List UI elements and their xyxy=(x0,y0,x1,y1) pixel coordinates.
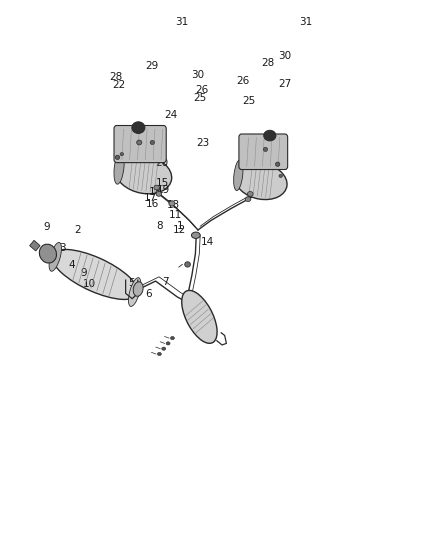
Text: 22: 22 xyxy=(148,156,162,165)
Ellipse shape xyxy=(150,140,155,144)
Ellipse shape xyxy=(157,352,161,356)
Text: 26: 26 xyxy=(237,76,250,86)
Text: 11: 11 xyxy=(169,209,182,220)
Text: 10: 10 xyxy=(83,279,96,289)
Ellipse shape xyxy=(133,282,143,296)
Text: 2: 2 xyxy=(74,225,81,235)
Ellipse shape xyxy=(137,140,142,145)
Text: 20: 20 xyxy=(155,158,168,167)
Text: 27: 27 xyxy=(279,78,292,88)
Text: 6: 6 xyxy=(145,288,152,298)
Text: 8: 8 xyxy=(156,221,162,231)
Text: 31: 31 xyxy=(300,17,313,27)
Text: 5: 5 xyxy=(129,278,135,288)
Ellipse shape xyxy=(114,151,124,184)
Ellipse shape xyxy=(191,232,200,238)
Ellipse shape xyxy=(247,191,253,196)
Text: 3: 3 xyxy=(59,243,66,253)
Ellipse shape xyxy=(235,163,287,199)
Ellipse shape xyxy=(120,152,124,156)
Text: 9: 9 xyxy=(81,268,88,278)
Ellipse shape xyxy=(128,278,141,306)
Text: 30: 30 xyxy=(278,51,291,61)
Text: 22: 22 xyxy=(112,80,126,90)
Ellipse shape xyxy=(132,122,145,133)
Ellipse shape xyxy=(264,130,276,141)
Ellipse shape xyxy=(154,185,159,190)
Text: 30: 30 xyxy=(191,70,205,79)
Ellipse shape xyxy=(279,174,283,177)
Text: 24: 24 xyxy=(165,110,178,120)
Ellipse shape xyxy=(115,155,120,159)
Ellipse shape xyxy=(116,155,172,194)
Text: 13: 13 xyxy=(167,200,180,210)
Text: 7: 7 xyxy=(162,277,168,287)
Ellipse shape xyxy=(276,162,280,166)
Ellipse shape xyxy=(169,201,175,206)
Ellipse shape xyxy=(49,243,61,271)
Text: 31: 31 xyxy=(175,17,189,27)
Text: 26: 26 xyxy=(195,85,208,95)
Ellipse shape xyxy=(162,347,166,350)
Ellipse shape xyxy=(170,336,174,340)
Text: 12: 12 xyxy=(172,225,186,235)
Ellipse shape xyxy=(233,160,243,190)
Text: 9: 9 xyxy=(44,222,50,232)
Text: 28: 28 xyxy=(109,72,122,82)
Text: 16: 16 xyxy=(146,199,159,209)
Text: 4: 4 xyxy=(68,261,75,270)
Ellipse shape xyxy=(245,197,251,201)
Text: 25: 25 xyxy=(242,96,255,106)
Text: 23: 23 xyxy=(196,139,209,149)
Ellipse shape xyxy=(52,249,138,300)
Text: 15: 15 xyxy=(155,177,169,188)
Polygon shape xyxy=(30,240,40,251)
Ellipse shape xyxy=(182,290,217,343)
Text: 25: 25 xyxy=(193,93,206,103)
FancyBboxPatch shape xyxy=(114,125,166,163)
Ellipse shape xyxy=(166,342,170,345)
Text: 14: 14 xyxy=(201,237,214,247)
Text: 17: 17 xyxy=(144,192,157,203)
FancyBboxPatch shape xyxy=(239,134,288,169)
Ellipse shape xyxy=(156,191,162,196)
Text: 1: 1 xyxy=(177,221,184,231)
Text: 21: 21 xyxy=(151,149,164,159)
Ellipse shape xyxy=(185,262,191,267)
Text: 29: 29 xyxy=(145,61,158,71)
Text: 28: 28 xyxy=(261,59,274,68)
Text: 19: 19 xyxy=(157,184,170,195)
Text: 18: 18 xyxy=(148,187,162,197)
Ellipse shape xyxy=(263,147,268,151)
Ellipse shape xyxy=(39,244,57,263)
